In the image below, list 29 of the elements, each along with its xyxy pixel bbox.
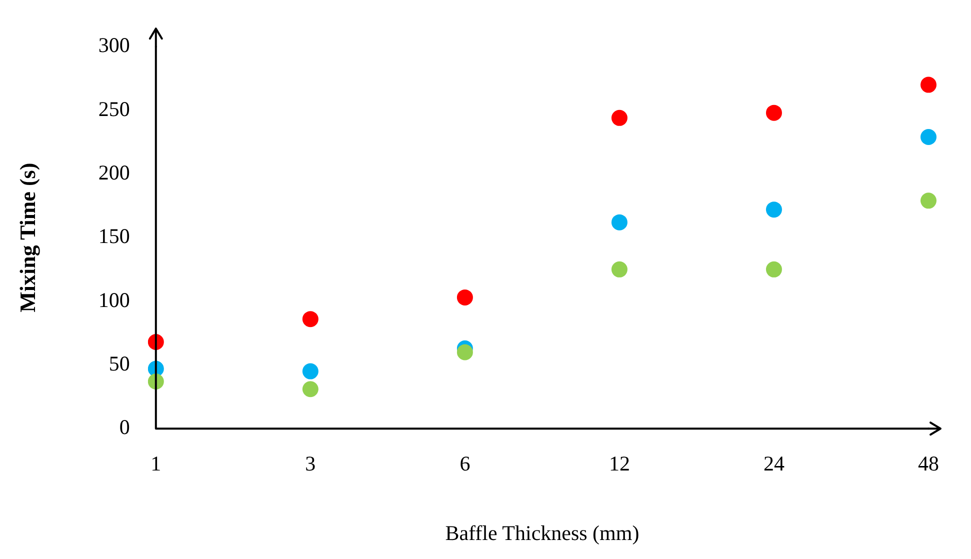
point xyxy=(456,289,473,306)
y-tick-label: 0 xyxy=(119,415,130,440)
y-tick-label: 200 xyxy=(98,160,130,184)
point xyxy=(920,129,936,146)
point xyxy=(766,202,782,218)
x-tick-label: 6 xyxy=(460,452,470,476)
point xyxy=(766,261,782,278)
point xyxy=(611,110,628,126)
y-axis-title: Mixing Time (s) xyxy=(14,162,40,312)
x-tick-label: 24 xyxy=(763,452,785,476)
y-tick-label: 150 xyxy=(98,224,130,248)
point xyxy=(302,311,318,328)
y-tick-label: 250 xyxy=(98,96,130,121)
point xyxy=(456,344,473,360)
x-tick-label: 3 xyxy=(305,452,316,476)
point xyxy=(766,104,782,121)
x-tick-label: 12 xyxy=(608,452,630,476)
x-axis-title: Baffle Thickness (mm) xyxy=(445,520,640,545)
point xyxy=(611,214,628,230)
point xyxy=(920,192,936,209)
x-tick-label: 1 xyxy=(150,452,162,476)
x-tick-label: 48 xyxy=(918,452,939,476)
y-tick-label: 100 xyxy=(98,288,130,312)
point xyxy=(611,261,628,278)
y-tick-label: 50 xyxy=(108,351,130,376)
point xyxy=(920,76,936,93)
point xyxy=(302,363,318,380)
y-tick-label: 300 xyxy=(98,33,130,58)
point xyxy=(302,381,318,398)
